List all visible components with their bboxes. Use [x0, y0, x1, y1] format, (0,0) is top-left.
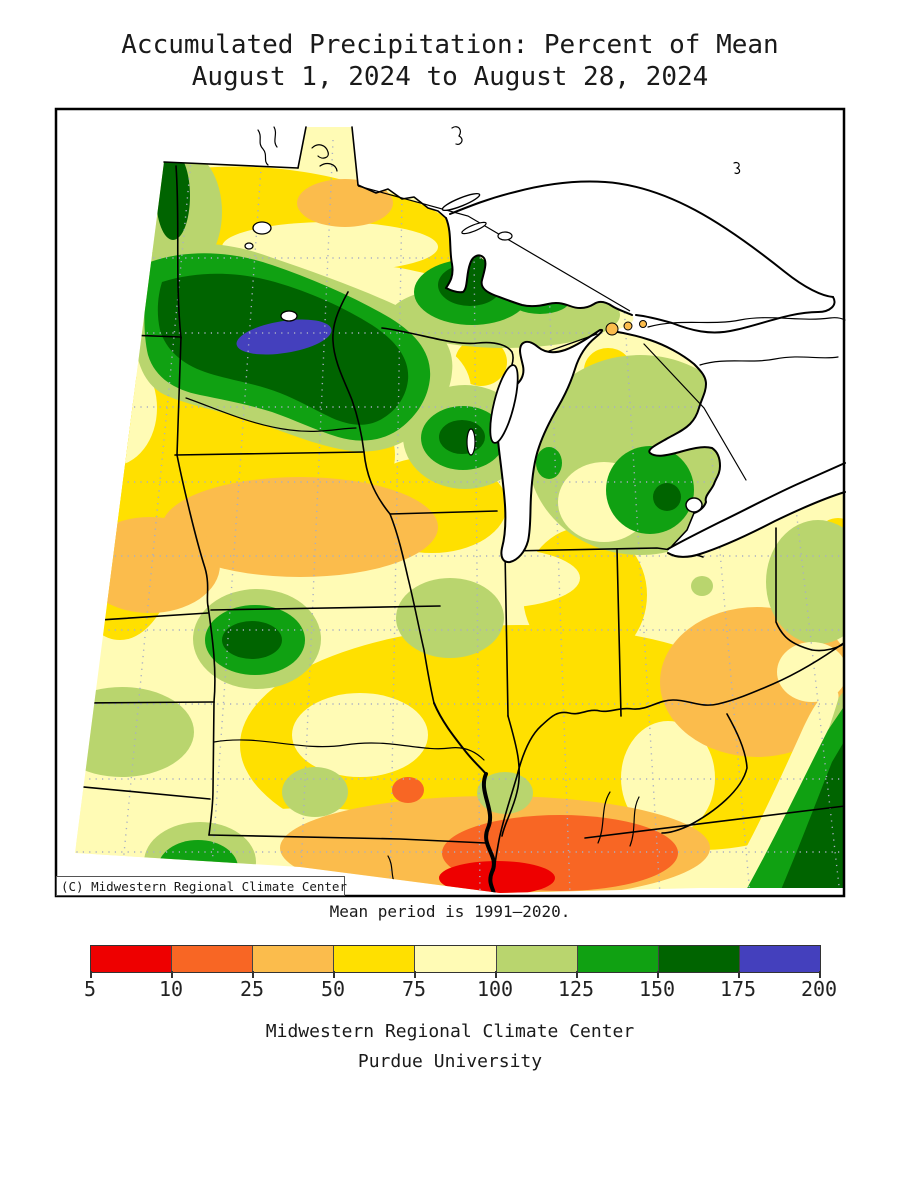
mackinac-islands: [605, 320, 647, 336]
international-border-line: [357, 185, 631, 312]
legend-tick: [495, 971, 497, 978]
legend-swatch: [415, 946, 497, 972]
legend-value-label: 125: [557, 977, 595, 1001]
legend-swatch: [739, 946, 820, 972]
legend-tick: [738, 971, 740, 978]
legend-value-label: 175: [719, 977, 757, 1001]
graticule-grid: [75, 139, 845, 893]
legend-value-label: 75: [401, 977, 427, 1001]
legend-ticks: [90, 971, 821, 978]
lake-michigan: [496, 328, 604, 564]
superior-island: [497, 231, 513, 241]
legend-swatch: [91, 946, 173, 972]
legend-value-label: 100: [476, 977, 514, 1001]
legend-tick: [171, 971, 173, 978]
minnesota-lakes: [244, 221, 298, 322]
map-date-range: August 1, 2024 to August 28, 2024: [191, 62, 709, 92]
lake-superior-shore: [163, 126, 836, 334]
map-frame: [54, 107, 846, 898]
legend-tick: [414, 971, 416, 978]
legend-color-scale: [90, 945, 821, 973]
mean-period-note: Mean period is 1991–2020.: [329, 902, 571, 921]
green-bay: [489, 364, 519, 444]
map-title: Accumulated Precipitation: Percent of Me…: [121, 30, 779, 60]
legend-swatch: [253, 946, 335, 972]
legend-swatch: [496, 946, 578, 972]
legend-value-labels: 5 10 25 50 75 100 125 150 175 200: [84, 977, 837, 1001]
state-borders: [75, 165, 845, 871]
lake-winnebago: [466, 428, 476, 456]
copyright-badge: (C) Midwestern Regional Climate Center: [56, 876, 347, 896]
border-lakes-islands: [257, 126, 741, 175]
contour-175-200: [236, 319, 332, 355]
contour-fill-layers: [75, 127, 845, 893]
isle-royale-south: [461, 221, 487, 235]
legend-tick: [819, 971, 821, 978]
legend-value-label: 25: [239, 977, 265, 1001]
legend-value-label: 10: [158, 977, 184, 1001]
legend-value-label: 50: [320, 977, 346, 1001]
legend-tick: [90, 971, 92, 978]
mississippi-river: [481, 772, 497, 893]
footer-university: Purdue University: [357, 1051, 543, 1072]
footer-org-name: Midwestern Regional Climate Center: [265, 1021, 635, 1042]
canadian-shoreline-squiggles: [548, 317, 846, 481]
legend-swatch: [577, 946, 659, 972]
great-lakes: [163, 126, 846, 564]
legend-swatch: [172, 946, 254, 972]
lake-huron-erie-shore: [611, 330, 846, 558]
legend-value-label: 5: [83, 977, 97, 1001]
legend-tick: [252, 971, 254, 978]
isle-royale: [441, 192, 481, 212]
legend-swatch: [658, 946, 740, 972]
legend-tick: [657, 971, 659, 978]
legend-tick: [576, 971, 578, 978]
legend-tick: [333, 971, 335, 978]
legend-value-label: 200: [800, 977, 838, 1001]
contour-5-10: [439, 861, 555, 893]
legend-swatch: [334, 946, 416, 972]
legend-value-label: 150: [638, 977, 676, 1001]
